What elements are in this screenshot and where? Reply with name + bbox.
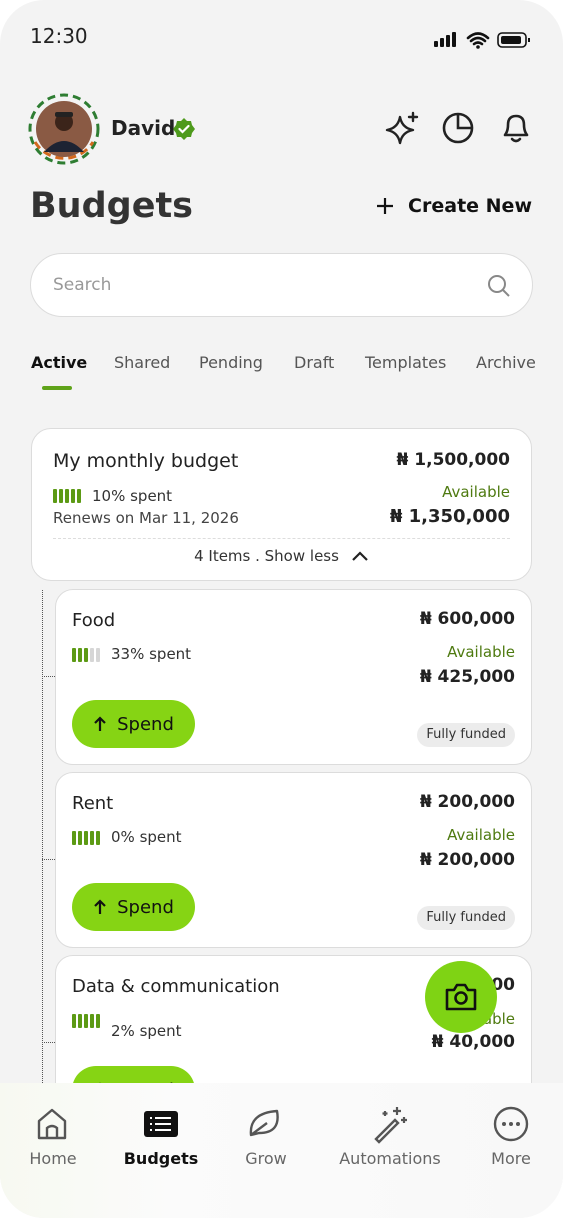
tab[interactable]: Pending <box>199 353 263 372</box>
funded-badge: Fully funded <box>417 906 515 930</box>
analytics-icon[interactable] <box>441 111 475 145</box>
nav-item[interactable]: Grow <box>206 1105 326 1175</box>
page-title: Budgets <box>30 186 194 226</box>
divider <box>53 538 510 539</box>
budget-available-label: Available <box>442 483 510 501</box>
ai-icon[interactable] <box>385 111 421 147</box>
tree-connector <box>42 1042 55 1043</box>
nav-item[interactable]: More <box>451 1105 563 1175</box>
arrow-up-icon <box>94 899 106 914</box>
tab[interactable]: Active <box>31 353 88 372</box>
status-time: 12:30 <box>30 24 88 48</box>
bar-icon <box>53 489 81 503</box>
nav-label: Grow <box>245 1149 287 1168</box>
bar-icon <box>72 831 100 845</box>
budget-available: ₦ 1,350,000 <box>389 506 510 527</box>
chevron-up <box>352 551 368 561</box>
item-name: Data & communication <box>72 976 280 997</box>
spent-bars <box>53 488 83 507</box>
verified-badge <box>173 118 195 140</box>
spent-bars <box>72 1013 102 1032</box>
budget-card[interactable]: My monthly budget ₦ 1,500,000 10% spent … <box>31 428 532 581</box>
item-available: ₦ 40,000 <box>431 1032 515 1052</box>
spend-label: Spend <box>117 896 174 918</box>
item-available-label: Available <box>447 826 515 844</box>
item-name: Food <box>72 610 116 631</box>
item-available: ₦ 200,000 <box>419 850 515 870</box>
item-name: Rent <box>72 793 114 814</box>
tab[interactable]: Archive <box>476 353 536 372</box>
spend-button[interactable]: Spend <box>72 883 195 931</box>
tab[interactable]: Draft <box>294 353 335 372</box>
item-amount: ₦ 200,000 <box>419 792 515 812</box>
spent-bars <box>72 647 102 666</box>
nav-label: Budgets <box>123 1149 199 1168</box>
tree-connector <box>42 859 55 860</box>
status-icons <box>434 32 530 49</box>
nav-label: More <box>491 1149 531 1168</box>
nav-item[interactable]: Budgets <box>101 1105 221 1175</box>
nav-icon <box>493 1106 529 1142</box>
active-tab-indicator <box>42 386 72 390</box>
bar-icon <box>72 1014 100 1028</box>
tab[interactable]: Templates <box>365 353 447 372</box>
user-name: David <box>111 116 176 140</box>
bottom-nav: Home Budgets Grow Automations More <box>0 1083 563 1218</box>
item-spent: 2% spent <box>111 1022 182 1040</box>
budget-item-card[interactable]: Rent ₦ 200,000 0% spent Available ₦ 200,000 S… <box>55 772 532 948</box>
spend-label: Spend <box>117 713 174 735</box>
spend-button[interactable]: Spend <box>72 700 195 748</box>
nav-icon <box>374 1107 407 1144</box>
items-toggle[interactable]: 4 Items . Show less <box>32 547 531 565</box>
camera-button[interactable] <box>425 961 497 1033</box>
nav-item[interactable]: Home <box>0 1105 113 1175</box>
budget-item-card[interactable]: Food ₦ 600,000 33% spent Available ₦ 425,000… <box>55 589 532 765</box>
search-placeholder: Search <box>53 275 112 295</box>
items-toggle-label: 4 Items . Show less <box>194 547 339 565</box>
avatar[interactable] <box>27 92 101 166</box>
item-available-label: Available <box>447 643 515 661</box>
spent-bars <box>72 830 102 849</box>
budget-amount: ₦ 1,500,000 <box>396 450 510 470</box>
search-icon <box>488 275 510 297</box>
budget-renews: Renews on Mar 11, 2026 <box>53 509 239 527</box>
item-amount: ₦ 600,000 <box>419 609 515 629</box>
nav-label: Home <box>29 1149 77 1168</box>
nav-icon <box>144 1111 178 1137</box>
bar-icon <box>72 648 100 662</box>
notifications-icon[interactable] <box>499 110 533 146</box>
nav-label: Automations <box>339 1149 441 1168</box>
create-new-button[interactable]: Create New <box>376 195 532 217</box>
budget-spent: 10% spent <box>92 487 173 505</box>
nav-item[interactable]: Automations <box>330 1105 450 1175</box>
item-spent: 0% spent <box>111 828 182 846</box>
search-box[interactable]: Search <box>30 253 533 317</box>
camera-icon <box>445 983 477 1011</box>
plus-icon <box>377 198 394 214</box>
arrow-up-icon <box>94 716 106 731</box>
budget-name: My monthly budget <box>53 450 239 472</box>
item-available: ₦ 425,000 <box>419 667 515 687</box>
nav-icon <box>37 1108 67 1140</box>
funded-badge: Fully funded <box>417 723 515 747</box>
item-spent: 33% spent <box>111 645 192 663</box>
tree-line <box>42 590 43 1085</box>
nav-icon <box>249 1109 279 1137</box>
tree-connector <box>42 676 55 677</box>
tab[interactable]: Shared <box>114 353 171 372</box>
create-new-label: Create New <box>408 195 532 217</box>
